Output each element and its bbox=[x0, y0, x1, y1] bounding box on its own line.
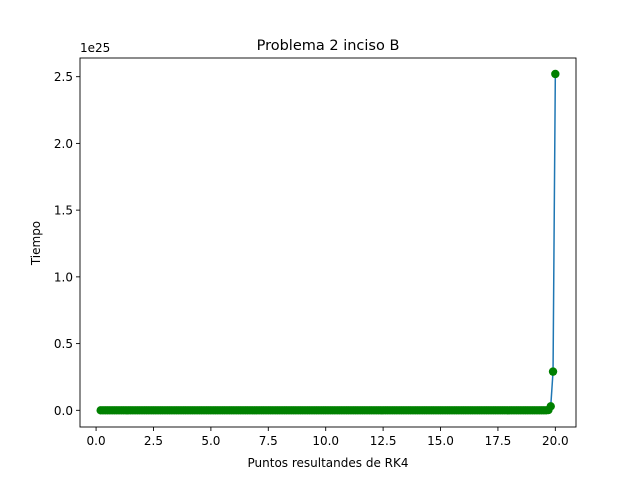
x-tick-label: 0.0 bbox=[87, 434, 106, 448]
data-point bbox=[548, 367, 558, 376]
data-point bbox=[546, 402, 555, 411]
x-tick-label: 5.0 bbox=[201, 434, 220, 448]
x-tick-label: 2.5 bbox=[144, 434, 163, 448]
axis-ticks: 0.0 2.5 5.0 7.5 10.0 12.5 15.0 17.5 20.0 0.0 0.5 1.… bbox=[54, 70, 569, 448]
data-point bbox=[551, 69, 560, 79]
y-tick-label: 1.0 bbox=[54, 270, 73, 284]
plot-area bbox=[96, 69, 560, 415]
x-tick-label: 7.5 bbox=[259, 434, 278, 448]
x-tick-label: 10.0 bbox=[312, 434, 339, 448]
y-offset-label: 1e25 bbox=[80, 41, 110, 55]
chart-title: Problema 2 inciso B bbox=[257, 38, 400, 54]
axes-frame bbox=[79, 57, 577, 428]
x-tick-label: 17.5 bbox=[485, 434, 512, 448]
x-tick-label: 20.0 bbox=[542, 434, 569, 448]
y-axis-label: Tiempo bbox=[29, 221, 43, 266]
y-tick-label: 2.5 bbox=[54, 70, 73, 84]
x-tick-label: 12.5 bbox=[370, 434, 397, 448]
y-tick-label: 1.5 bbox=[54, 204, 73, 218]
x-tick-label: 15.0 bbox=[427, 434, 454, 448]
y-tick-label: 0.5 bbox=[54, 337, 73, 351]
x-axis-label: Puntos resultandes de RK4 bbox=[248, 456, 409, 470]
y-tick-label: 0.0 bbox=[54, 404, 73, 418]
y-tick-label: 2.0 bbox=[54, 137, 73, 151]
